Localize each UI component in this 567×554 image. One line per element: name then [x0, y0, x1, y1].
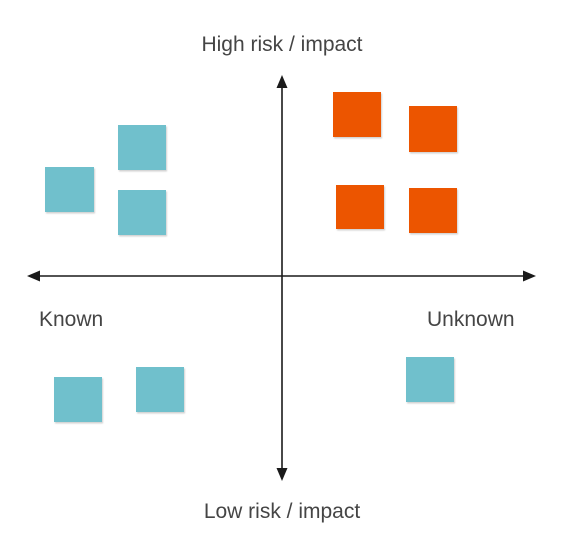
sticky-note — [54, 377, 102, 422]
arrow-up-icon — [276, 75, 288, 88]
sticky-note — [406, 357, 454, 402]
sticky-note — [136, 367, 184, 412]
quadrant-top-left — [45, 125, 166, 235]
axis-arrowheads — [27, 75, 536, 481]
axis-label-unknown: Unknown — [427, 308, 515, 331]
axis-label-known: Known — [39, 308, 104, 331]
arrow-left-icon — [27, 270, 40, 282]
axes — [38, 86, 524, 470]
sticky-note — [409, 188, 457, 233]
quadrant-top-right — [333, 92, 457, 233]
sticky-note — [118, 125, 166, 170]
quadrant-bottom-right — [406, 357, 454, 402]
sticky-note — [118, 190, 166, 235]
quadrant-bottom-left — [54, 367, 184, 422]
sticky-note — [409, 106, 457, 152]
arrow-down-icon — [276, 468, 288, 481]
sticky-note — [45, 167, 94, 212]
sticky-note — [333, 92, 381, 137]
sticky-note — [336, 185, 384, 229]
arrow-right-icon — [523, 270, 536, 282]
axis-label-high-risk: High risk / impact — [201, 33, 363, 56]
axis-label-low-risk: Low risk / impact — [203, 500, 361, 523]
